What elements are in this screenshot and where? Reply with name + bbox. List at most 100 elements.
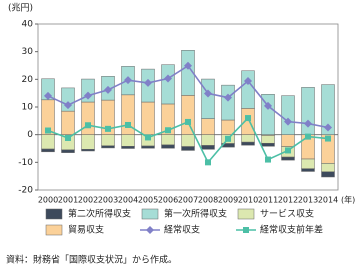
bar-segment [121, 134, 135, 147]
x-tick-label: 2007 [178, 196, 198, 205]
line-marker [184, 61, 192, 70]
line-marker [285, 147, 291, 154]
legend-label: 貿易収支 [68, 224, 104, 236]
bar-segment [101, 134, 115, 146]
line-marker [65, 134, 71, 141]
line-marker [145, 134, 151, 141]
legend-label: 経常収支前年差 [260, 224, 323, 236]
line-marker [264, 101, 272, 110]
line-marker [125, 121, 131, 128]
line-marker [265, 156, 271, 163]
x-tick-label: 2008 [198, 196, 218, 205]
line-marker [84, 91, 92, 100]
line-marker [144, 78, 152, 87]
line-marker [64, 101, 72, 110]
bar-segment [81, 149, 95, 152]
x-tick-label: 2001 [58, 196, 78, 205]
legend-marker [146, 226, 154, 234]
bar-segment [261, 142, 275, 147]
y-tick-label: 40 [22, 20, 34, 30]
bar-segment [261, 135, 275, 144]
bar-segment [201, 118, 215, 135]
x-tick-label: 2004 [118, 196, 138, 205]
x-unit: (年) [341, 195, 355, 205]
bar-segment [161, 64, 175, 105]
x-tick-label: 2013 [298, 196, 318, 205]
bar-segment [201, 145, 215, 150]
x-tick-label: 2006 [158, 196, 178, 205]
line-marker [165, 127, 171, 134]
x-tick-label: 2009 [218, 196, 238, 205]
bar-segment [321, 84, 335, 135]
legend-swatch [237, 208, 255, 220]
bar-segment [121, 146, 135, 149]
y-tick-label: 30 [22, 47, 34, 57]
y-tick-label: 10 [22, 103, 34, 113]
line-marker [304, 119, 312, 128]
legend-label: 第二次所得収支 [68, 208, 131, 220]
line-marker [305, 133, 311, 140]
line-marker [324, 123, 332, 132]
legend-label: 経常収支 [164, 224, 200, 236]
x-tick-label: 2003 [98, 196, 118, 205]
bar-segment [301, 158, 315, 169]
bar-segment [141, 145, 155, 149]
bar-segment [81, 134, 95, 150]
bar-segment [201, 78, 215, 119]
x-tick-label: 2010 [238, 196, 258, 205]
y-unit: (兆円) [8, 3, 33, 14]
bar-segment [161, 144, 175, 149]
line-marker [104, 85, 112, 94]
line-marker [124, 76, 132, 85]
x-tick-label: 2005 [138, 196, 158, 205]
y-tick-label: -20 [18, 186, 33, 196]
bar-segment [221, 84, 235, 121]
legend-swatch [45, 208, 63, 220]
bar-segment [81, 101, 95, 135]
line-marker [245, 115, 251, 122]
y-tick-label: 20 [22, 75, 34, 85]
bar-segment [241, 141, 255, 146]
line-marker [284, 117, 292, 126]
line-marker [85, 122, 91, 129]
bar-segment [181, 95, 195, 135]
bar-segment [281, 156, 295, 161]
bar-segment [181, 146, 195, 151]
line-marker [224, 93, 232, 102]
bar-segment [161, 134, 175, 146]
line-marker [225, 135, 231, 142]
bar-segment [41, 134, 55, 150]
bar-segment [261, 94, 275, 135]
line-marker [185, 118, 191, 125]
legend-label: 第一次所得収支 [164, 208, 227, 220]
bar-segment [301, 168, 315, 172]
bar-segment [181, 134, 195, 147]
bar-segment [321, 171, 335, 178]
bar-segment [321, 163, 335, 172]
legend-swatch [45, 224, 63, 236]
x-tick-label: 2000 [38, 196, 58, 205]
bar-segment [281, 95, 295, 135]
line-marker [105, 125, 111, 132]
line-marker [44, 91, 52, 100]
bar-segment [101, 145, 115, 149]
bar-segment [241, 134, 255, 143]
line-marker [244, 76, 252, 85]
line-marker [45, 127, 51, 134]
legend-marker [243, 227, 249, 233]
line-marker [325, 135, 331, 142]
x-tick-label: 2012 [278, 196, 298, 205]
bar-segment [141, 101, 155, 135]
line-marker [204, 89, 212, 98]
x-tick-label: 2011 [258, 196, 278, 205]
bar-segment [61, 149, 75, 153]
legend-swatch [141, 208, 159, 220]
bar-segment [41, 148, 55, 153]
source-note: 資料：財務省「国際収支状況」から作成。 [6, 254, 177, 266]
x-tick-label: 2014 [318, 196, 338, 205]
bar-segment [241, 108, 255, 135]
bar-segment [221, 119, 235, 135]
bar-segment [241, 70, 255, 109]
line-marker [205, 159, 211, 166]
